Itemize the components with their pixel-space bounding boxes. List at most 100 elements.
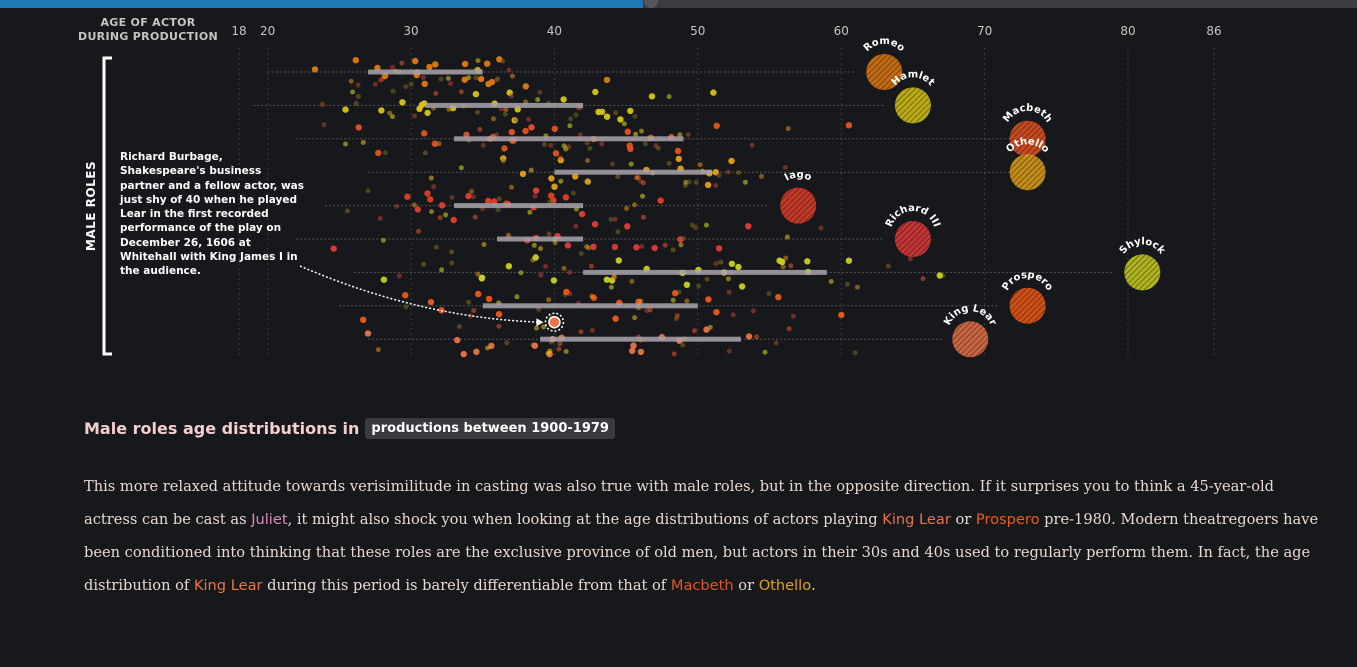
body-paragraph: This more relaxed attitude towards veris… bbox=[84, 470, 1324, 602]
annotation-highlight-dot bbox=[548, 315, 561, 329]
actor-age-dot bbox=[543, 263, 548, 269]
actor-age-dot bbox=[585, 158, 591, 163]
actor-age-dot bbox=[608, 216, 614, 222]
actor-age-dot bbox=[484, 60, 491, 67]
actor-age-dot bbox=[592, 88, 599, 96]
actor-age-dot bbox=[584, 178, 591, 185]
actor-age-dot bbox=[422, 150, 428, 156]
actor-age-dot bbox=[804, 258, 811, 265]
male-roles-label: MALE ROLES bbox=[84, 161, 98, 251]
actor-age-dot bbox=[449, 249, 455, 255]
actor-age-dot bbox=[505, 263, 513, 270]
role-label-text: Othello bbox=[1004, 136, 1051, 155]
actor-age-dot bbox=[782, 164, 788, 170]
actor-age-dot bbox=[551, 183, 558, 190]
actor-age-dot bbox=[350, 89, 356, 95]
actor-age-dot bbox=[414, 206, 421, 213]
actor-age-dot bbox=[518, 270, 524, 276]
actor-age-dot bbox=[828, 279, 834, 284]
actor-age-dot bbox=[353, 100, 359, 106]
actor-age-dot bbox=[531, 242, 537, 248]
actor-age-dot bbox=[570, 190, 576, 196]
actor-age-dot bbox=[627, 107, 634, 115]
actor-age-dot bbox=[468, 189, 474, 195]
actor-age-dot bbox=[538, 246, 543, 251]
actor-age-dot bbox=[713, 122, 720, 129]
actor-age-dot bbox=[448, 81, 454, 86]
actor-age-dot bbox=[677, 132, 683, 138]
x-axis-title-line: AGE OF ACTOR bbox=[100, 16, 195, 29]
role-row-richard-iii: Richard III bbox=[296, 203, 942, 257]
role-link-othello[interactable]: Othello bbox=[758, 577, 812, 594]
actor-age-dot bbox=[713, 261, 719, 266]
actor-age-dot bbox=[557, 341, 563, 347]
actor-age-dot bbox=[496, 196, 502, 202]
actor-age-dot bbox=[509, 184, 514, 190]
actor-age-dot bbox=[608, 284, 614, 290]
actor-age-dot bbox=[495, 311, 503, 318]
role-link-king-lear[interactable]: King Lear bbox=[882, 511, 951, 528]
actor-age-dot bbox=[713, 183, 719, 188]
actor-age-dot bbox=[427, 196, 434, 203]
actor-age-dot bbox=[844, 281, 850, 287]
actor-age-dot bbox=[412, 57, 419, 65]
actor-age-dot bbox=[475, 271, 481, 277]
actor-age-dot bbox=[475, 290, 482, 298]
role-link-macbeth[interactable]: Macbeth bbox=[670, 577, 734, 594]
actor-age-dot bbox=[449, 260, 455, 266]
actor-age-dot bbox=[446, 106, 452, 112]
actor-age-dot bbox=[456, 324, 462, 330]
period-selector-pill[interactable]: productions between 1900-1979 bbox=[365, 418, 615, 439]
actor-age-dot bbox=[541, 141, 547, 147]
role-row-macbeth: Macbeth bbox=[296, 103, 1054, 157]
x-axis-title-line: DURING PRODUCTION bbox=[78, 30, 218, 43]
actor-age-dot bbox=[355, 93, 361, 99]
actor-age-dot bbox=[587, 145, 593, 151]
role-label: Hamlet bbox=[890, 69, 937, 88]
actor-age-dot bbox=[546, 231, 552, 237]
actor-age-dot bbox=[538, 272, 544, 278]
actor-age-dot bbox=[647, 307, 653, 313]
actor-age-dot bbox=[445, 75, 451, 81]
actor-age-dot bbox=[471, 194, 476, 200]
actor-age-dot bbox=[603, 276, 611, 283]
actor-age-dot bbox=[360, 140, 366, 145]
actor-age-dot bbox=[704, 276, 710, 282]
actor-age-dot bbox=[736, 170, 741, 176]
role-link-juliet[interactable]: Juliet bbox=[251, 511, 288, 528]
actor-age-dot bbox=[506, 67, 512, 73]
role-label: Shylock bbox=[1118, 236, 1168, 256]
actor-age-dot bbox=[403, 304, 409, 310]
actor-age-dot bbox=[556, 346, 562, 352]
scroll-progress-handle[interactable] bbox=[644, 0, 659, 8]
actor-age-dot bbox=[485, 295, 493, 303]
scroll-progress-track[interactable] bbox=[0, 0, 1357, 8]
actor-age-dot bbox=[535, 97, 541, 103]
actor-age-dot bbox=[633, 244, 640, 251]
actor-age-dot bbox=[508, 128, 515, 136]
actor-age-dot bbox=[458, 89, 464, 95]
actor-age-dot bbox=[522, 83, 529, 90]
iqr-bar bbox=[454, 136, 684, 142]
actor-age-dot bbox=[526, 116, 532, 122]
annotation-arrowhead bbox=[536, 318, 544, 327]
actor-age-dot bbox=[920, 276, 926, 282]
actor-age-dot bbox=[615, 229, 621, 235]
actor-age-dot bbox=[342, 106, 349, 113]
role-row-king-lear: King Lear bbox=[364, 303, 998, 358]
actor-age-dot bbox=[703, 222, 709, 228]
actor-age-dot bbox=[609, 161, 615, 167]
actor-age-dot bbox=[630, 342, 637, 349]
role-link-prospero[interactable]: Prospero bbox=[975, 511, 1040, 528]
actor-age-dot bbox=[431, 184, 437, 190]
actor-age-dot bbox=[416, 228, 421, 234]
actor-age-dot bbox=[662, 242, 668, 248]
actor-age-dot bbox=[390, 64, 395, 70]
actor-age-dot bbox=[653, 143, 659, 149]
actor-age-dot bbox=[485, 345, 490, 351]
actor-age-dot bbox=[632, 315, 638, 321]
role-link-king-lear-2[interactable]: King Lear bbox=[193, 577, 263, 594]
actor-age-dot bbox=[628, 161, 634, 167]
actor-age-dot bbox=[531, 342, 539, 349]
paragraph-text: during this period is barely differentia… bbox=[262, 577, 671, 594]
